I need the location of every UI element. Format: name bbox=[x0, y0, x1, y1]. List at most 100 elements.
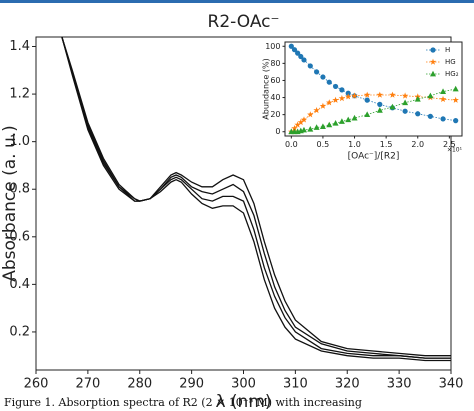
point bbox=[319, 102, 327, 109]
x-axis-label: [OAc⁻]/[R2] bbox=[348, 152, 400, 162]
y-tick-label: 60 bbox=[270, 76, 280, 85]
point bbox=[298, 53, 304, 60]
caption: Figure 1. Absorption spectra of R2 (2 × … bbox=[4, 396, 362, 409]
point bbox=[440, 116, 446, 122]
x-tick-label: 290 bbox=[179, 376, 204, 391]
point bbox=[414, 96, 421, 102]
x-tick-label: 280 bbox=[127, 376, 152, 391]
point bbox=[345, 116, 352, 123]
y-tick-label: 80 bbox=[270, 59, 280, 68]
point bbox=[377, 101, 383, 107]
legend-label: HG₂ bbox=[445, 70, 459, 78]
point bbox=[364, 111, 371, 118]
point bbox=[332, 83, 339, 90]
point bbox=[313, 107, 320, 114]
point bbox=[453, 118, 459, 124]
x-tick-label: 0.5 bbox=[317, 140, 330, 149]
point bbox=[351, 92, 358, 99]
y-tick-label: 1.2 bbox=[9, 87, 30, 102]
point bbox=[452, 96, 459, 103]
point bbox=[301, 57, 307, 63]
x-tick-label: 310 bbox=[283, 376, 308, 391]
y-tick-label: 40 bbox=[270, 93, 280, 102]
x-tick-label: 330 bbox=[387, 376, 412, 391]
point bbox=[294, 121, 301, 128]
point bbox=[345, 90, 351, 96]
point bbox=[326, 121, 333, 128]
x-tick-label: 320 bbox=[335, 376, 360, 391]
point bbox=[288, 43, 294, 49]
point bbox=[389, 103, 396, 110]
point bbox=[452, 85, 459, 92]
y-tick-label: 20 bbox=[270, 110, 280, 119]
point bbox=[332, 119, 339, 126]
point bbox=[307, 63, 313, 69]
point bbox=[320, 74, 326, 80]
y-tick-label: 0.8 bbox=[9, 182, 30, 197]
spectrum-line bbox=[61, 36, 451, 357]
point bbox=[338, 118, 345, 124]
x-tick-label: 260 bbox=[24, 376, 49, 391]
x-tick-label: 270 bbox=[75, 376, 100, 391]
plot-frame bbox=[284, 41, 463, 137]
y-tick-label: 0 bbox=[275, 127, 280, 136]
y-tick-label: 0.2 bbox=[9, 324, 30, 339]
x-tick-label: 340 bbox=[439, 376, 464, 391]
x-tick-label: 2.0 bbox=[411, 140, 424, 149]
x-tick-label: 300 bbox=[231, 376, 256, 391]
legend-marker bbox=[429, 58, 437, 65]
point bbox=[415, 111, 421, 117]
point bbox=[300, 126, 307, 133]
point bbox=[291, 47, 298, 53]
point bbox=[389, 91, 396, 98]
y-axis-label: Abundance (%) bbox=[262, 58, 271, 119]
point bbox=[307, 111, 314, 118]
x-tick-label: 2.5 bbox=[443, 140, 456, 149]
point bbox=[338, 95, 346, 102]
point bbox=[376, 91, 384, 98]
point bbox=[376, 107, 383, 113]
y-tick-label: 1.0 bbox=[9, 134, 30, 149]
point bbox=[332, 96, 339, 103]
point bbox=[307, 125, 314, 132]
point bbox=[401, 92, 409, 99]
y-tick-label: 0.4 bbox=[9, 277, 30, 292]
point bbox=[297, 118, 304, 126]
point bbox=[313, 124, 320, 130]
x-tick-label: 0.0 bbox=[285, 140, 298, 149]
point bbox=[295, 50, 301, 56]
legend-marker bbox=[430, 47, 436, 53]
point bbox=[439, 95, 447, 102]
x-axis-label: λ (nm) bbox=[215, 392, 271, 411]
point bbox=[440, 88, 447, 94]
chart-title: R2-OAc⁻ bbox=[208, 12, 280, 32]
legend-label: H bbox=[445, 46, 450, 54]
point bbox=[345, 93, 352, 100]
y-tick-label: 1.4 bbox=[9, 39, 30, 54]
y-axis-label: Absorbance (a. u.) bbox=[0, 125, 20, 282]
legend-marker bbox=[430, 70, 436, 77]
point bbox=[427, 92, 434, 99]
point bbox=[319, 123, 326, 129]
y-tick-label: 0.6 bbox=[9, 229, 30, 244]
point bbox=[402, 99, 409, 106]
y-tick-label: 100 bbox=[265, 42, 280, 51]
legend-label: HG bbox=[445, 58, 456, 66]
point bbox=[326, 79, 332, 85]
header-strip bbox=[0, 0, 474, 3]
point bbox=[363, 91, 371, 98]
x-offset-label: ×10¹ bbox=[447, 147, 463, 154]
point bbox=[427, 113, 433, 119]
point bbox=[351, 114, 358, 121]
point bbox=[364, 97, 370, 103]
point bbox=[314, 69, 320, 75]
point bbox=[291, 124, 298, 132]
x-tick-label: 1.5 bbox=[380, 140, 393, 149]
point bbox=[339, 87, 345, 93]
spectrum-line bbox=[61, 36, 451, 359]
point bbox=[300, 116, 308, 123]
point bbox=[402, 108, 408, 114]
point bbox=[326, 99, 333, 106]
